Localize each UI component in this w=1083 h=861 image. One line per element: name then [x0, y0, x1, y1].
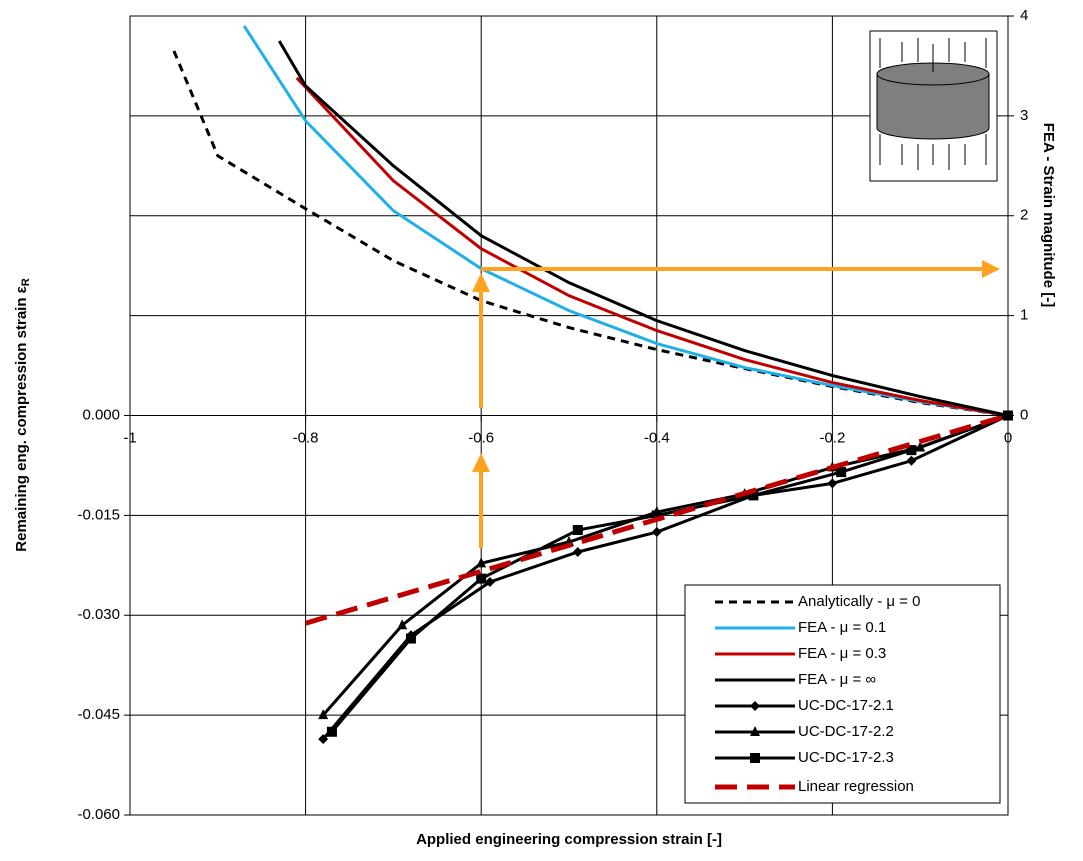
- series-line: [172, 50, 1009, 417]
- legend-box: [684, 584, 1001, 804]
- y2-tick-label: 4: [1020, 7, 1028, 24]
- y2-tick-label: 2: [1020, 207, 1028, 224]
- marker: [572, 546, 583, 557]
- arrow-head: [472, 273, 490, 292]
- legend-label: Linear regression: [798, 778, 914, 795]
- marker: [318, 734, 329, 745]
- legend-label: UC-DC-17-2.1: [798, 697, 894, 714]
- legend-label: Analytically - μ = 0: [798, 593, 920, 610]
- marker: [748, 490, 759, 501]
- legend-label: FEA - μ = ∞: [798, 671, 876, 688]
- marker: [318, 709, 329, 720]
- axes: -1 -0.8 -0.6 -0.4 -0.2 0 0.000 -0.015 -0.030 -0.0…: [77, 7, 1028, 823]
- legend-label: UC-DC-17-2.2: [798, 723, 894, 740]
- legend: Analytically - μ = 0 FEA - μ = 0.1 FEA - μ…: [684, 584, 1001, 804]
- marker: [476, 557, 487, 568]
- y-tick-label: -0.030: [77, 606, 120, 623]
- cylinder-body: [876, 73, 990, 140]
- x-tick-label: -1: [123, 429, 136, 446]
- y-axis-title-main: Remaining eng. compression strain ε: [13, 286, 30, 552]
- data: [172, 25, 1013, 745]
- x-tick-label: 0: [1004, 429, 1012, 446]
- y-axis-title: Remaining eng. compression strain εR: [13, 278, 32, 552]
- marker: [906, 455, 917, 466]
- x-tick-label: -0.2: [819, 429, 845, 446]
- marker: [476, 573, 487, 584]
- marker: [906, 445, 917, 456]
- x-axis-title: Applied engineering compression strain […: [416, 831, 722, 848]
- arrow-head: [982, 260, 1000, 278]
- y2-tick-label: 0: [1020, 406, 1028, 423]
- marker: [651, 510, 662, 521]
- marker: [572, 525, 583, 536]
- y2-tick-label: 3: [1020, 107, 1028, 124]
- arrows: [472, 260, 1000, 548]
- y2-tick-label: 1: [1020, 307, 1028, 324]
- marker: [405, 633, 416, 644]
- series-line: [295, 76, 1009, 417]
- marker: [827, 478, 838, 489]
- series-line: [304, 413, 1009, 626]
- marker: [836, 467, 847, 478]
- x-tick-label: -0.6: [468, 429, 494, 446]
- legend-label: UC-DC-17-2.3: [798, 749, 894, 766]
- x-tick-label: -0.4: [644, 429, 670, 446]
- marker: [484, 576, 495, 587]
- marker: [750, 753, 760, 763]
- legend-label: FEA - μ = 0.1: [798, 619, 886, 636]
- y-tick-label: 0.000: [82, 406, 120, 423]
- series-line: [277, 40, 1009, 417]
- series-line: [242, 25, 1009, 417]
- y-tick-label: -0.015: [77, 506, 120, 523]
- legend-label: FEA - μ = 0.3: [798, 645, 886, 662]
- y-tick-label: -0.045: [77, 706, 120, 723]
- arrow-head: [472, 453, 490, 472]
- marker: [651, 527, 662, 538]
- marker: [750, 726, 760, 736]
- y2-axis-title: FEA - Strain magnitude [-]: [1040, 123, 1057, 307]
- y-axis-title-sub: R: [20, 278, 32, 286]
- marker: [750, 701, 760, 711]
- y-tick-label: -0.060: [77, 806, 120, 823]
- x-tick-label: -0.8: [293, 429, 319, 446]
- marker: [397, 619, 408, 630]
- marker: [326, 726, 337, 737]
- inset-diagram: [869, 30, 998, 182]
